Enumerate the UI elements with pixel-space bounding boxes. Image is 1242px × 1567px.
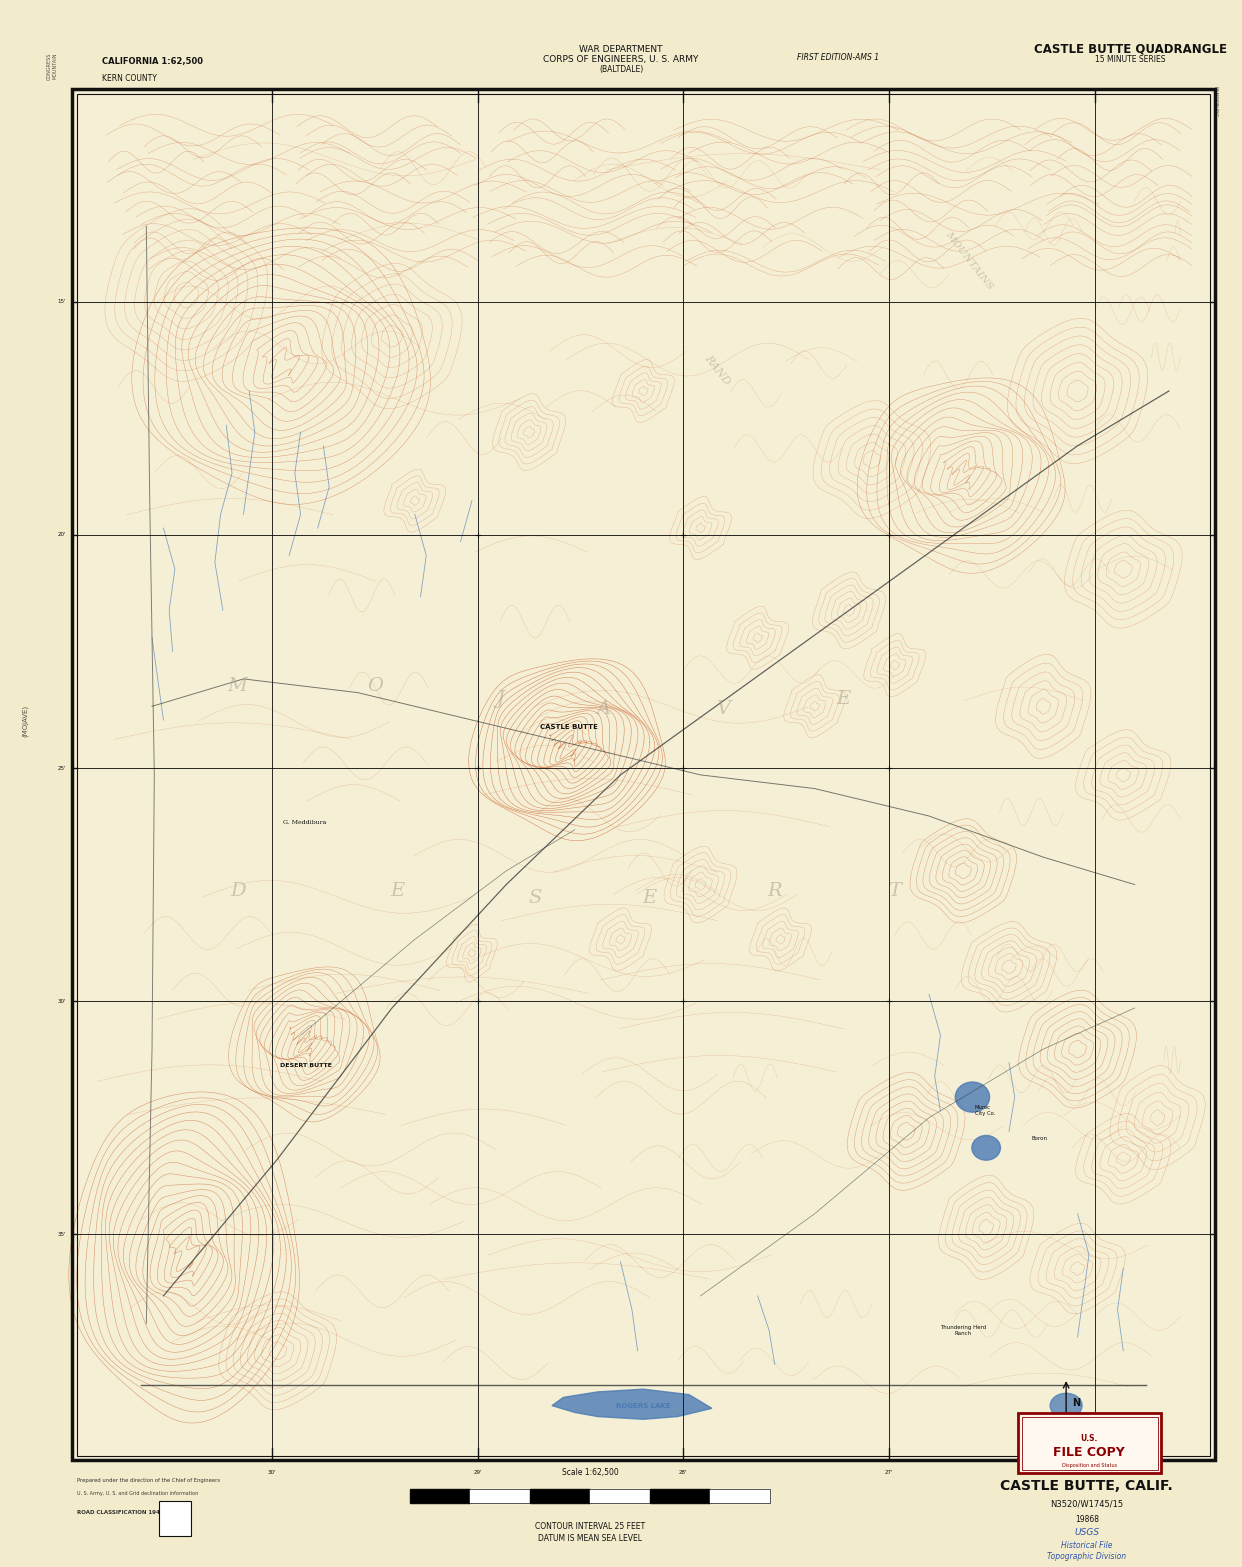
Text: DATUM IS MEAN SEA LEVEL: DATUM IS MEAN SEA LEVEL bbox=[538, 1534, 642, 1543]
Text: N3520/W1745/15: N3520/W1745/15 bbox=[1051, 1500, 1123, 1509]
Text: FIRST EDITION-AMS 1: FIRST EDITION-AMS 1 bbox=[797, 53, 879, 61]
Text: CONGRESS
MOUNTAIN: CONGRESS MOUNTAIN bbox=[47, 52, 57, 80]
Text: 15': 15' bbox=[57, 299, 66, 304]
Bar bbox=[650, 1489, 710, 1503]
Text: CALIFORNIA 1:62,500: CALIFORNIA 1:62,500 bbox=[102, 56, 202, 66]
Polygon shape bbox=[551, 1388, 712, 1420]
Bar bbox=[590, 1489, 650, 1503]
Text: (MOJAVE): (MOJAVE) bbox=[21, 705, 29, 736]
Text: 25': 25' bbox=[57, 766, 66, 771]
Text: Boron: Boron bbox=[1032, 1136, 1048, 1141]
Text: (BALTDALE): (BALTDALE) bbox=[599, 66, 643, 74]
Text: E: E bbox=[390, 882, 405, 901]
Text: KERN COUNTY: KERN COUNTY bbox=[102, 74, 156, 83]
Text: E: E bbox=[836, 691, 851, 708]
Text: WAR DEPARTMENT: WAR DEPARTMENT bbox=[579, 45, 663, 53]
Text: ROAD CLASSIFICATION 1943: ROAD CLASSIFICATION 1943 bbox=[77, 1509, 164, 1515]
Bar bbox=[72, 89, 1215, 1460]
Text: D: D bbox=[230, 882, 246, 901]
Text: U.S.: U.S. bbox=[1081, 1434, 1098, 1443]
Text: RANDSBURG: RANDSBURG bbox=[1212, 86, 1217, 118]
Text: 27': 27' bbox=[884, 1470, 893, 1475]
Text: USGS: USGS bbox=[1074, 1528, 1099, 1537]
Text: S: S bbox=[528, 890, 542, 907]
Text: CORPS OF ENGINEERS, U. S. ARMY: CORPS OF ENGINEERS, U. S. ARMY bbox=[543, 55, 699, 64]
Bar bbox=[710, 1489, 770, 1503]
Text: J: J bbox=[497, 691, 504, 708]
Text: CASTLE BUTTE, CALIF.: CASTLE BUTTE, CALIF. bbox=[1000, 1479, 1174, 1492]
Text: FILE COPY: FILE COPY bbox=[1053, 1446, 1125, 1459]
Ellipse shape bbox=[972, 1136, 1001, 1160]
Text: 15 MINUTE SERIES: 15 MINUTE SERIES bbox=[1095, 55, 1165, 64]
Text: E: E bbox=[642, 890, 656, 907]
Text: CASTLE BUTTE: CASTLE BUTTE bbox=[540, 724, 597, 730]
Text: 29': 29' bbox=[473, 1470, 482, 1475]
Text: Disposition and Status: Disposition and Status bbox=[1062, 1462, 1117, 1468]
Text: CASTLE BUTTE QUADRANGLE: CASTLE BUTTE QUADRANGLE bbox=[1033, 42, 1227, 55]
Text: Muroc
City Co.: Muroc City Co. bbox=[975, 1105, 995, 1116]
Text: Topographic Division: Topographic Division bbox=[1047, 1551, 1126, 1561]
Text: RAND: RAND bbox=[703, 354, 733, 387]
Bar bbox=[1018, 1413, 1161, 1473]
Text: DESERT BUTTE: DESERT BUTTE bbox=[281, 1062, 332, 1069]
Text: MOUNTAINS: MOUNTAINS bbox=[944, 230, 995, 291]
Text: 20': 20' bbox=[57, 533, 66, 537]
Text: A: A bbox=[596, 700, 610, 718]
Text: R: R bbox=[768, 882, 782, 901]
Text: 30': 30' bbox=[268, 1470, 276, 1475]
Text: Prepared under the direction of the Chief of Engineers: Prepared under the direction of the Chie… bbox=[77, 1478, 220, 1484]
Text: 26': 26' bbox=[1090, 1470, 1099, 1475]
Text: Scale 1:62,500: Scale 1:62,500 bbox=[561, 1468, 619, 1478]
Bar bbox=[72, 89, 1215, 1460]
Ellipse shape bbox=[1051, 1393, 1082, 1418]
Text: 30': 30' bbox=[57, 998, 66, 1003]
Text: Thundering Herd
Ranch: Thundering Herd Ranch bbox=[940, 1324, 986, 1335]
Text: ROGERS LAKE: ROGERS LAKE bbox=[616, 1402, 671, 1409]
Text: V: V bbox=[717, 700, 730, 718]
Text: N: N bbox=[1072, 1398, 1081, 1407]
Bar bbox=[530, 1489, 590, 1503]
Bar bbox=[1022, 1417, 1158, 1470]
Bar bbox=[469, 1489, 530, 1503]
Text: M: M bbox=[227, 677, 247, 694]
Text: 19868: 19868 bbox=[1074, 1515, 1099, 1525]
Text: CONTOUR INTERVAL 25 FEET: CONTOUR INTERVAL 25 FEET bbox=[535, 1522, 645, 1531]
Text: T: T bbox=[888, 882, 902, 901]
Text: 28': 28' bbox=[679, 1470, 688, 1475]
Bar bbox=[410, 1489, 770, 1503]
Text: Historical File: Historical File bbox=[1061, 1540, 1113, 1550]
Ellipse shape bbox=[955, 1081, 990, 1113]
Text: 35': 35' bbox=[57, 1232, 66, 1236]
Text: G. Meddibura: G. Meddibura bbox=[283, 821, 327, 826]
Text: 66: 66 bbox=[170, 1515, 180, 1522]
FancyBboxPatch shape bbox=[159, 1501, 191, 1536]
Text: U. S. Army, U. S. and Grid declination information: U. S. Army, U. S. and Grid declination i… bbox=[77, 1490, 199, 1496]
Bar bbox=[410, 1489, 469, 1503]
Bar bbox=[77, 94, 1210, 1456]
Text: O: O bbox=[366, 677, 383, 694]
